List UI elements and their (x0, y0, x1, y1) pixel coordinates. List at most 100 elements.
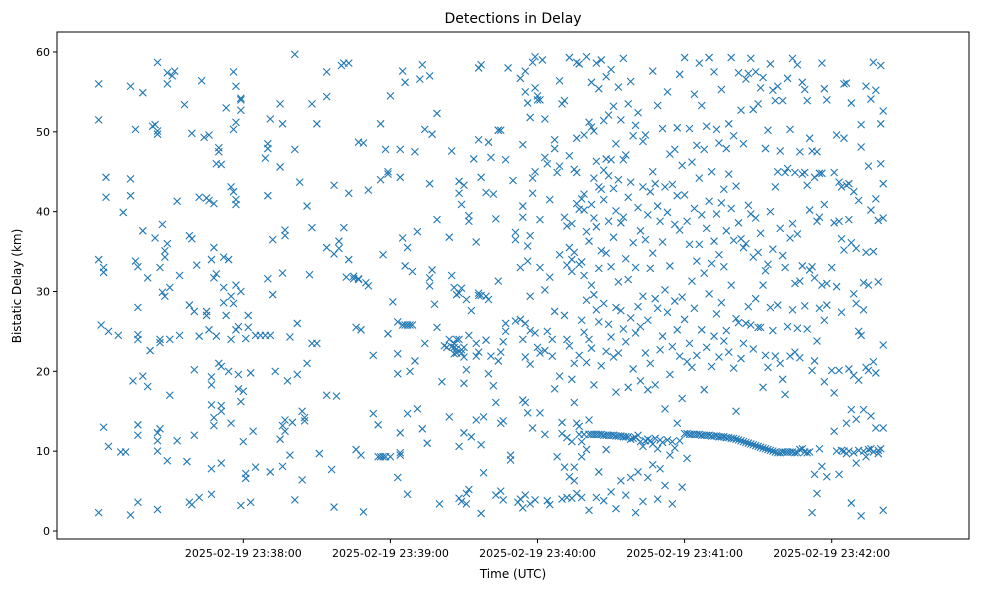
data-point (479, 412, 488, 421)
data-point (567, 437, 576, 446)
data-point (163, 68, 172, 77)
data-point (138, 88, 147, 97)
data-point (719, 185, 728, 194)
data-point (278, 421, 287, 430)
data-point (153, 130, 162, 139)
data-point (467, 432, 476, 441)
data-point (614, 175, 623, 184)
data-point (278, 462, 287, 471)
data-point (521, 67, 530, 76)
data-point (607, 65, 615, 74)
data-point (722, 144, 731, 153)
data-point (847, 405, 856, 414)
data-point (859, 447, 868, 456)
data-point (153, 447, 162, 456)
data-point (381, 145, 390, 154)
data-point (629, 434, 638, 443)
data-point (869, 247, 878, 256)
data-point (268, 290, 277, 299)
data-point (491, 398, 500, 407)
data-point (724, 348, 733, 357)
data-point (702, 122, 711, 131)
data-point (224, 255, 233, 264)
data-point (241, 334, 250, 343)
data-point (322, 243, 331, 252)
data-point (857, 511, 866, 520)
data-point (876, 444, 885, 453)
data-point (835, 178, 843, 186)
data-point (832, 282, 841, 291)
data-point (653, 304, 662, 313)
data-point (97, 321, 106, 329)
data-point (803, 181, 812, 190)
data-point (364, 282, 373, 290)
data-point (732, 182, 740, 190)
data-point (859, 405, 868, 414)
data-point (656, 217, 664, 226)
data-point (621, 151, 630, 159)
data-point (217, 407, 226, 416)
data-point (658, 124, 667, 133)
data-point (396, 428, 405, 437)
data-point (754, 442, 763, 451)
data-point (538, 56, 547, 64)
data-point (639, 292, 647, 301)
data-point (734, 68, 743, 77)
data-point (528, 189, 537, 198)
data-point (707, 167, 716, 176)
data-point (651, 434, 660, 443)
data-point (555, 76, 564, 85)
data-point (776, 224, 785, 233)
data-point (577, 452, 586, 461)
data-point (705, 197, 714, 206)
data-point (447, 271, 456, 280)
data-point (724, 170, 733, 179)
data-point (678, 483, 687, 491)
data-point (587, 123, 596, 131)
data-point (217, 459, 226, 468)
data-point (403, 490, 412, 499)
data-point (408, 267, 417, 276)
data-point (646, 359, 655, 368)
data-point (749, 440, 758, 449)
data-point (805, 206, 814, 214)
data-point (163, 239, 172, 248)
data-point (567, 219, 576, 228)
data-point (472, 416, 481, 424)
data-point (526, 360, 535, 369)
data-point (457, 497, 466, 506)
data-point (616, 218, 625, 227)
data-point (462, 499, 471, 508)
data-point (379, 250, 387, 259)
data-point (205, 196, 213, 205)
data-point (452, 335, 461, 344)
data-point (837, 234, 846, 243)
data-point (575, 351, 584, 360)
data-point (656, 345, 664, 354)
plot-area (56, 31, 970, 540)
data-point (526, 326, 535, 335)
data-point (565, 53, 574, 62)
data-point (734, 436, 743, 444)
data-point (616, 476, 625, 485)
data-point (793, 324, 802, 333)
data-point (749, 345, 758, 353)
data-point (494, 126, 503, 135)
data-point (158, 220, 167, 229)
x-tick-label: 2025-02-19 23:38:00 (185, 547, 302, 560)
data-point (661, 183, 669, 191)
data-point (246, 369, 255, 377)
data-point (232, 281, 240, 289)
data-point (590, 174, 598, 183)
data-point (585, 416, 593, 424)
data-point (830, 218, 839, 227)
data-point (634, 431, 642, 440)
data-point (697, 210, 706, 219)
data-point (864, 366, 873, 375)
data-point (756, 323, 765, 332)
data-point (818, 281, 826, 289)
data-point (236, 106, 245, 115)
data-point (599, 496, 608, 505)
data-point (553, 452, 562, 461)
data-point (818, 462, 826, 471)
